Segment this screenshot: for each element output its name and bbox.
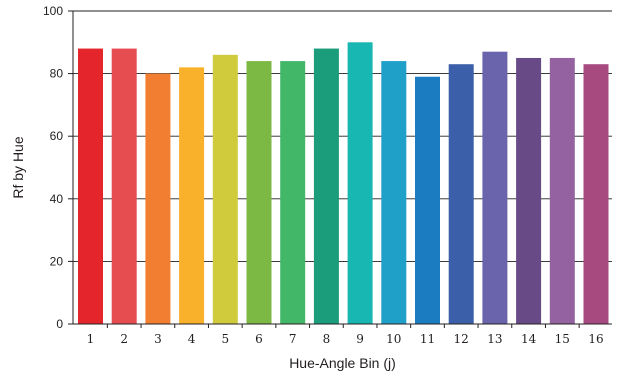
x-tick-label-5: 5 — [221, 332, 229, 346]
y-tick-labels: 0 20 40 60 80 100 — [43, 4, 73, 331]
y-tick-label-100: 100 — [43, 4, 63, 18]
y-tick-label-80: 80 — [50, 67, 64, 81]
x-tick-labels: 1 2 3 4 5 6 7 8 9 10 11 12 13 14 15 16 — [87, 324, 604, 346]
x-tick-label-7: 7 — [289, 332, 297, 346]
x-tick-label-16: 16 — [588, 332, 603, 346]
bar-3 — [145, 73, 171, 324]
x-tick-label-11: 11 — [420, 332, 435, 346]
y-tick-label-20: 20 — [50, 254, 64, 268]
bar-6 — [246, 61, 272, 325]
x-tick-label-13: 13 — [487, 332, 502, 346]
x-tick-label-3: 3 — [154, 332, 162, 346]
bar-12 — [448, 64, 474, 325]
axes — [72, 11, 612, 325]
x-tick-label-9: 9 — [356, 332, 364, 346]
bar-11 — [415, 76, 440, 324]
y-tick-label-60: 60 — [50, 129, 64, 143]
x-tick-label-15: 15 — [555, 332, 570, 346]
x-tick-label-8: 8 — [323, 332, 331, 346]
x-axis-title: Hue-Angle Bin (j) — [289, 355, 396, 371]
bar-15 — [549, 57, 575, 324]
bar-7 — [280, 61, 306, 325]
bar-8 — [313, 48, 339, 325]
bar-16 — [583, 64, 609, 325]
x-tick-label-6: 6 — [255, 332, 263, 346]
bar-14 — [516, 57, 542, 324]
x-tick-label-2: 2 — [120, 332, 128, 346]
x-tick-label-12: 12 — [454, 332, 469, 346]
y-tick-label-40: 40 — [50, 192, 64, 206]
y-tick-label-0: 0 — [56, 317, 63, 331]
bar-4 — [179, 67, 205, 324]
x-tick-label-14: 14 — [521, 332, 537, 346]
bar-5 — [212, 54, 238, 324]
bars — [78, 42, 609, 325]
x-tick-label-1: 1 — [87, 332, 95, 346]
bar-9 — [347, 42, 373, 325]
bar-1 — [78, 48, 103, 325]
x-tick-label-4: 4 — [188, 332, 196, 346]
y-axis-title: Rf by Hue — [10, 136, 26, 198]
bar-13 — [482, 51, 508, 324]
bar-2 — [111, 48, 137, 325]
x-tick-label-10: 10 — [386, 332, 401, 346]
bar-10 — [381, 61, 407, 325]
